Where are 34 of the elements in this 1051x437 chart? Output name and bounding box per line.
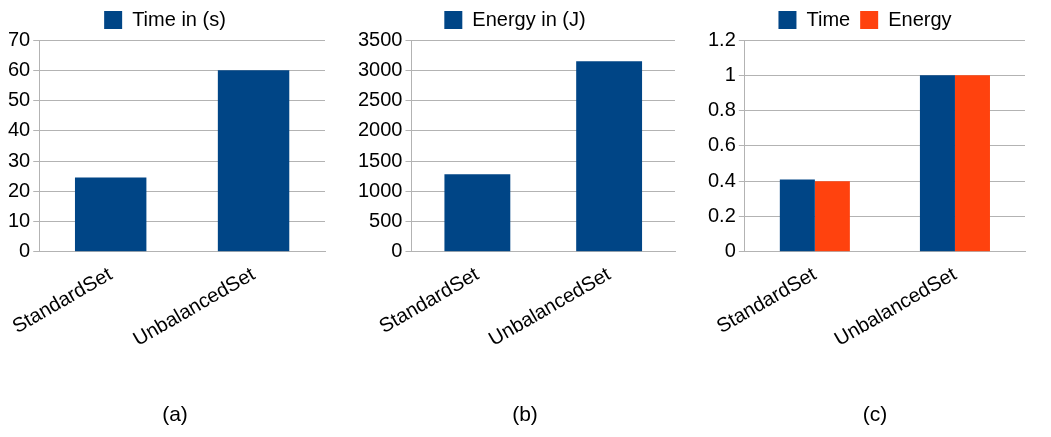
y-tick-label: 0.2 xyxy=(707,204,736,227)
bar xyxy=(954,75,990,252)
y-tick-label: 0.6 xyxy=(707,133,736,156)
y-tick-label: 1.2 xyxy=(707,27,736,50)
y-tick-label: 70 xyxy=(8,27,31,50)
y-tick-label: 0.4 xyxy=(707,168,736,191)
legend-label: Time in (s) xyxy=(132,7,226,30)
bar xyxy=(779,179,815,252)
y-tick-label: 3000 xyxy=(357,57,403,80)
y-tick-label: 60 xyxy=(8,57,31,80)
y-tick-label: 1500 xyxy=(357,148,403,171)
legend-label: Time xyxy=(806,7,851,30)
legend-label: Energy in (J) xyxy=(472,7,586,30)
y-tick-label: 2500 xyxy=(357,88,403,111)
y-tick-label: 1000 xyxy=(357,178,403,201)
y-tick-label: 3500 xyxy=(357,27,403,50)
text: (b) xyxy=(511,402,539,426)
text: (c) xyxy=(861,402,889,426)
y-tick-label: 0.8 xyxy=(707,98,736,121)
bar xyxy=(919,75,955,252)
legend-label: Energy xyxy=(888,7,952,30)
y-tick-label: 1 xyxy=(724,62,736,85)
y-tick-label: 10 xyxy=(8,209,31,232)
text: (a) xyxy=(161,402,189,426)
y-tick-label: 0 xyxy=(19,239,31,262)
y-tick-label: 500 xyxy=(369,209,403,232)
y-tick-label: 0 xyxy=(391,239,403,262)
y-tick-label: 20 xyxy=(8,178,31,201)
bar xyxy=(814,181,850,252)
y-tick-label: 50 xyxy=(8,88,31,111)
y-tick-label: 2000 xyxy=(357,118,403,141)
y-tick-label: 0 xyxy=(724,239,736,262)
y-tick-label: 30 xyxy=(8,148,31,171)
y-tick-label: 40 xyxy=(8,118,31,141)
